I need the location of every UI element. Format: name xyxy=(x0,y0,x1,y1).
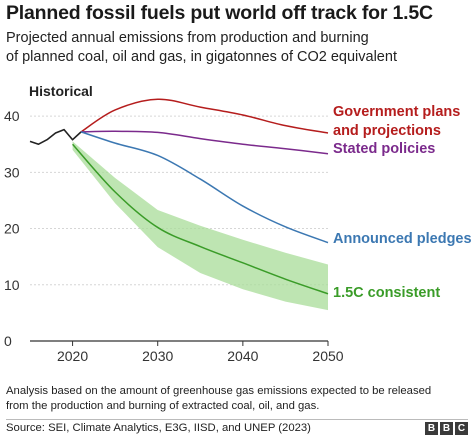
chart-title: Planned fossil fuels put world off track… xyxy=(6,2,433,24)
series-1-5c-consistent xyxy=(72,143,329,295)
y-tick-label: 0 xyxy=(4,333,12,349)
footer-note-line-2: from the production and burning of extra… xyxy=(6,400,320,412)
label-historical: Historical xyxy=(29,83,93,99)
logo-letter: C xyxy=(455,422,468,435)
series-announced-pledges xyxy=(80,131,329,244)
series-historical xyxy=(29,128,82,146)
footer-divider xyxy=(6,419,468,420)
subtitle-line-1: Projected annual emissions from producti… xyxy=(6,30,369,46)
y-tick-label: 40 xyxy=(4,108,20,124)
label-1-5c-consistent: 1.5C consistent xyxy=(333,285,440,301)
label-government-plans: Government plans xyxy=(333,104,460,120)
y-tick-label: 20 xyxy=(4,221,20,237)
y-tick-label: 10 xyxy=(4,277,20,293)
footer-note-line-1: Analysis based on the amount of greenhou… xyxy=(6,385,432,397)
label-announced-pledges: Announced pledges xyxy=(333,231,472,247)
x-tick-label: 2030 xyxy=(142,348,173,364)
label-government-plans: and projections xyxy=(333,123,441,139)
chart-subtitle: Projected annual emissions from producti… xyxy=(6,29,472,67)
x-tick-label: 2040 xyxy=(227,348,258,364)
label-stated-policies: Stated policies xyxy=(333,141,435,157)
subtitle-line-2: of planned coal, oil and gas, in gigaton… xyxy=(6,49,397,65)
x-tick-label: 2020 xyxy=(57,348,88,364)
range-band-1-5c xyxy=(72,141,328,311)
logo-letter: B xyxy=(425,422,438,435)
bbc-logo: B B C xyxy=(425,422,468,435)
source-credit: Source: SEI, Climate Analytics, E3G, IIS… xyxy=(6,422,311,434)
series-government-plans xyxy=(80,98,329,134)
series-stated-policies xyxy=(81,130,329,155)
y-tick-label: 30 xyxy=(4,164,20,180)
logo-letter: B xyxy=(440,422,453,435)
x-tick-label: 2050 xyxy=(312,348,343,364)
footer-note: Analysis based on the amount of greenhou… xyxy=(6,384,472,414)
